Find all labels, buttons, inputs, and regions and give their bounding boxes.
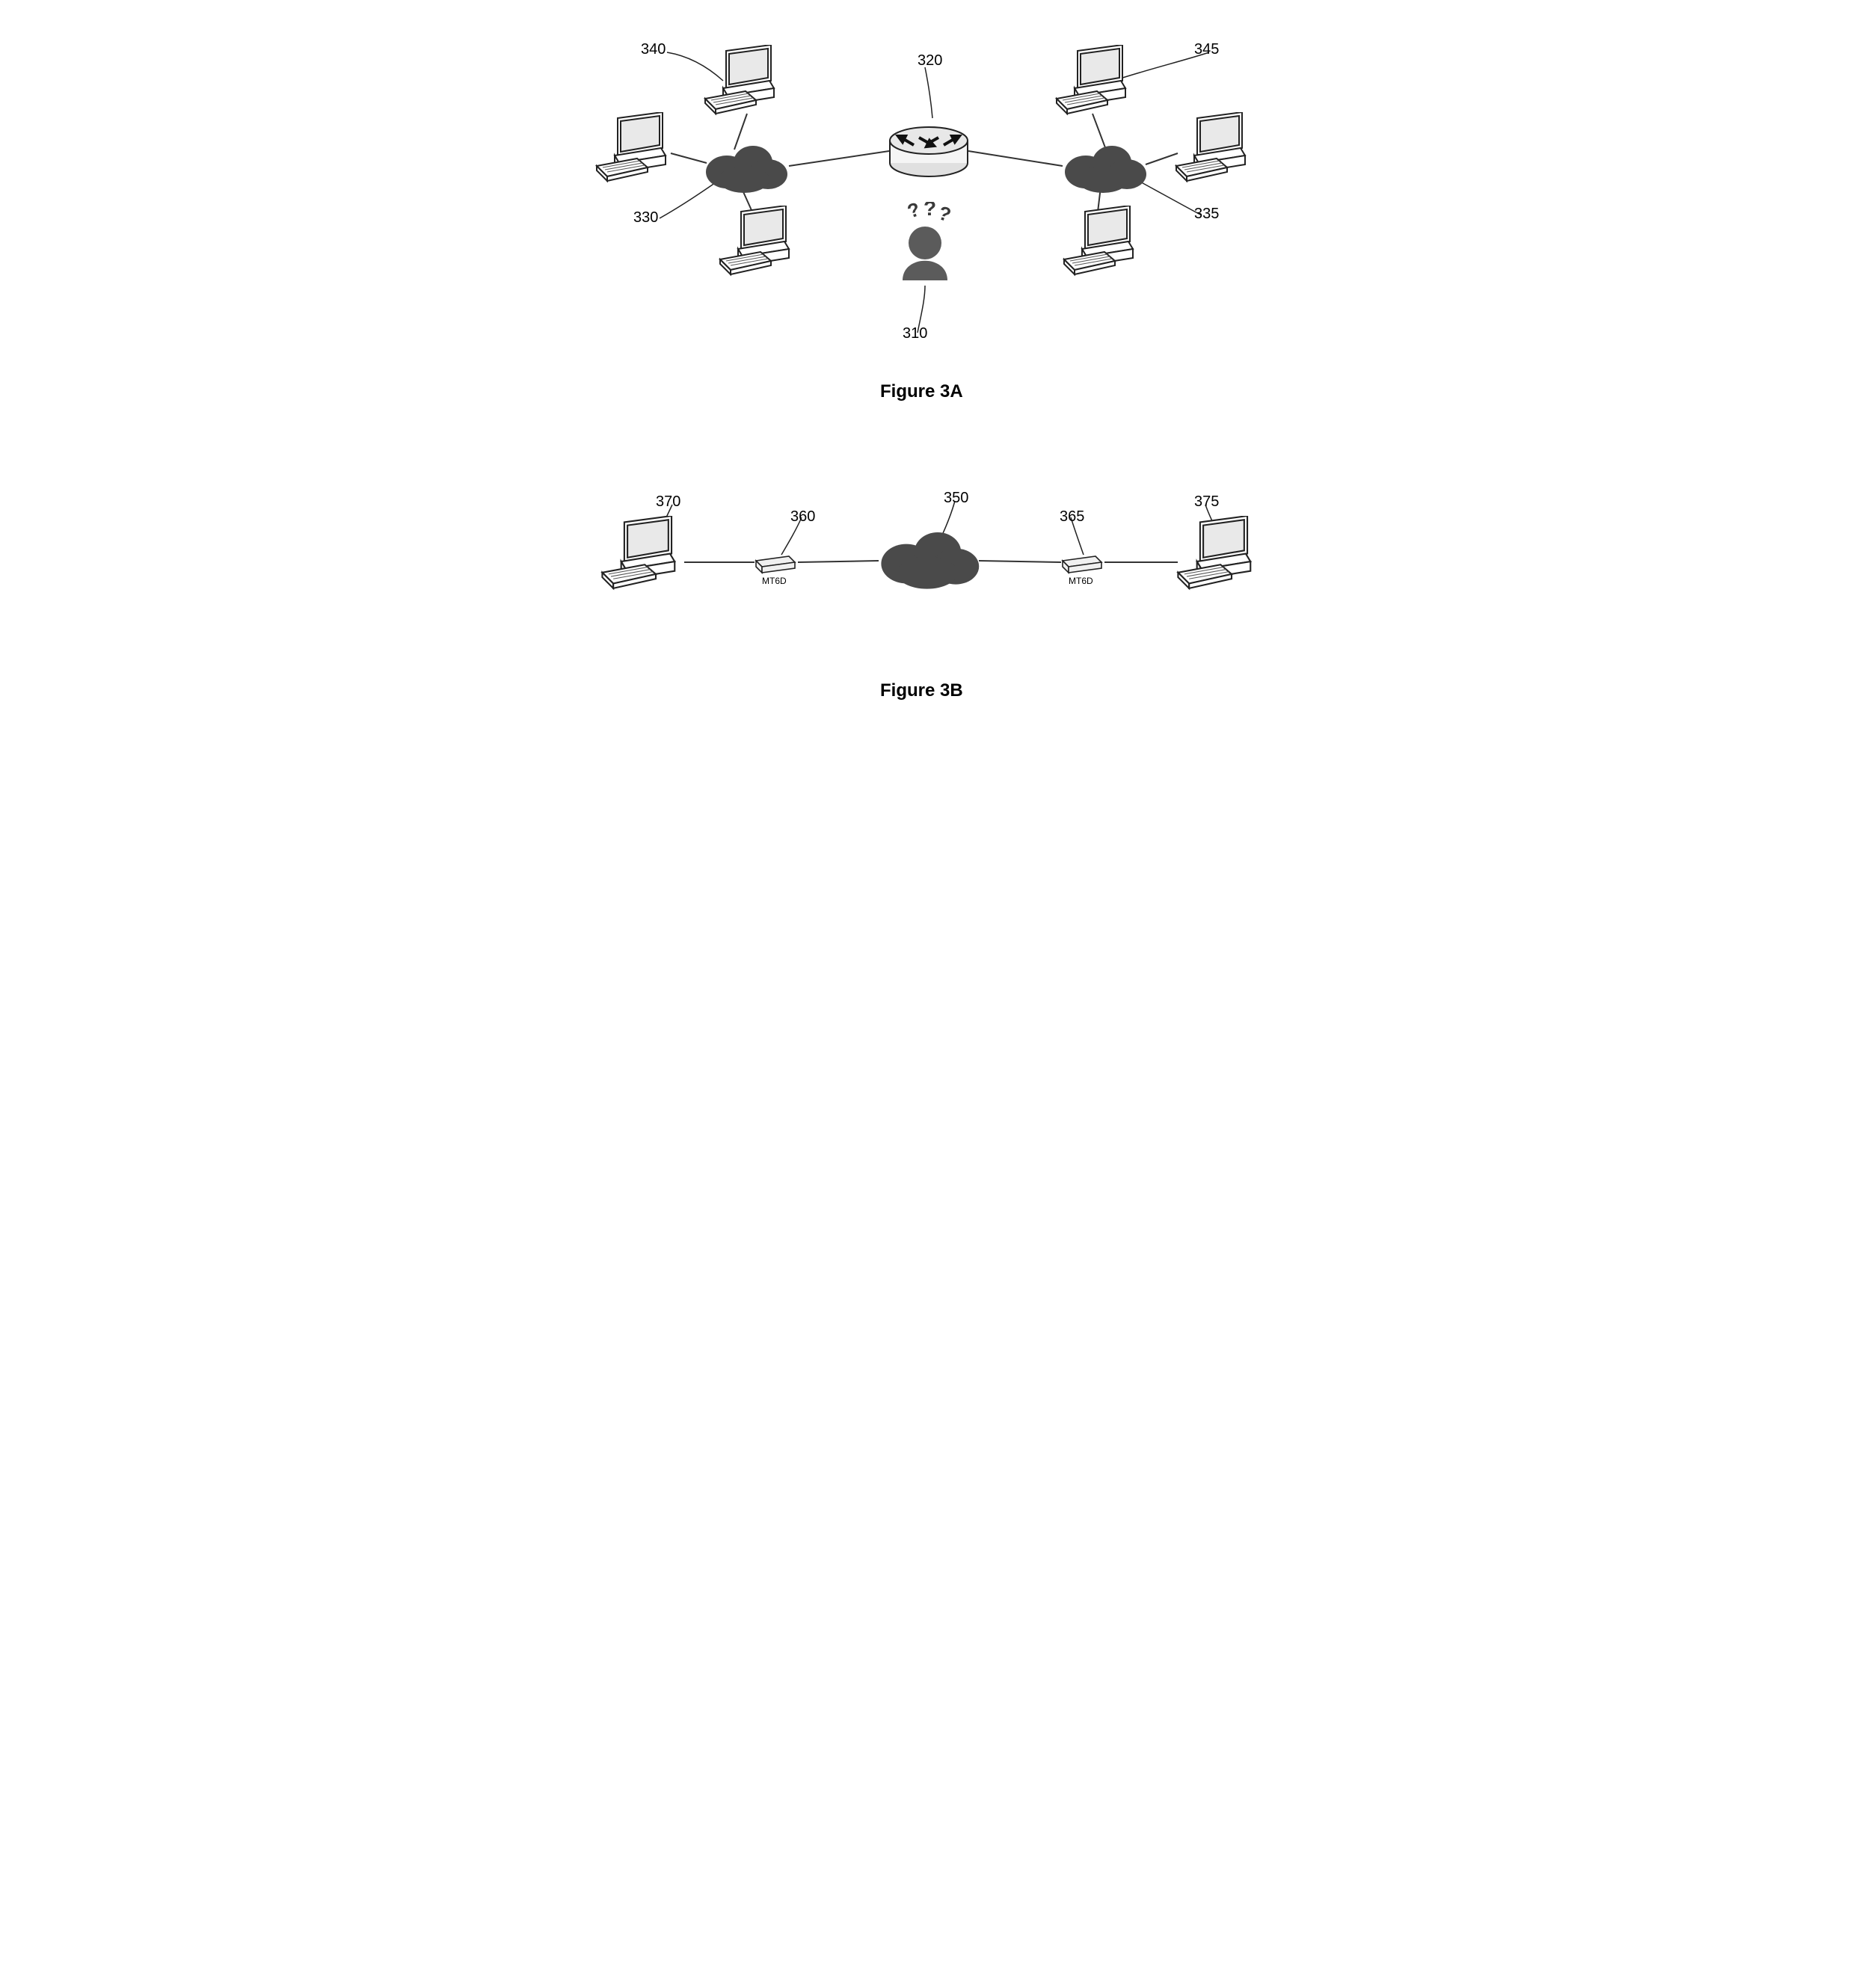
diagram-canvas: ? ? ? bbox=[551, 30, 1299, 830]
figB-edges bbox=[551, 30, 1299, 703]
cloud-b bbox=[873, 523, 985, 591]
label-370: 370 bbox=[656, 493, 680, 511]
pc-right-b bbox=[1172, 516, 1261, 591]
mt6d-l-text: MT6D bbox=[762, 576, 787, 586]
label-365: 365 bbox=[1060, 508, 1084, 526]
label-375: 375 bbox=[1194, 493, 1219, 511]
pc-left-b bbox=[596, 516, 686, 591]
mt6d-r-text: MT6D bbox=[1069, 576, 1093, 586]
label-350: 350 bbox=[944, 490, 968, 507]
label-360: 360 bbox=[790, 508, 815, 526]
caption-figB: Figure 3B bbox=[880, 680, 963, 701]
mt6d-left bbox=[753, 553, 798, 574]
mt6d-right bbox=[1060, 553, 1104, 574]
